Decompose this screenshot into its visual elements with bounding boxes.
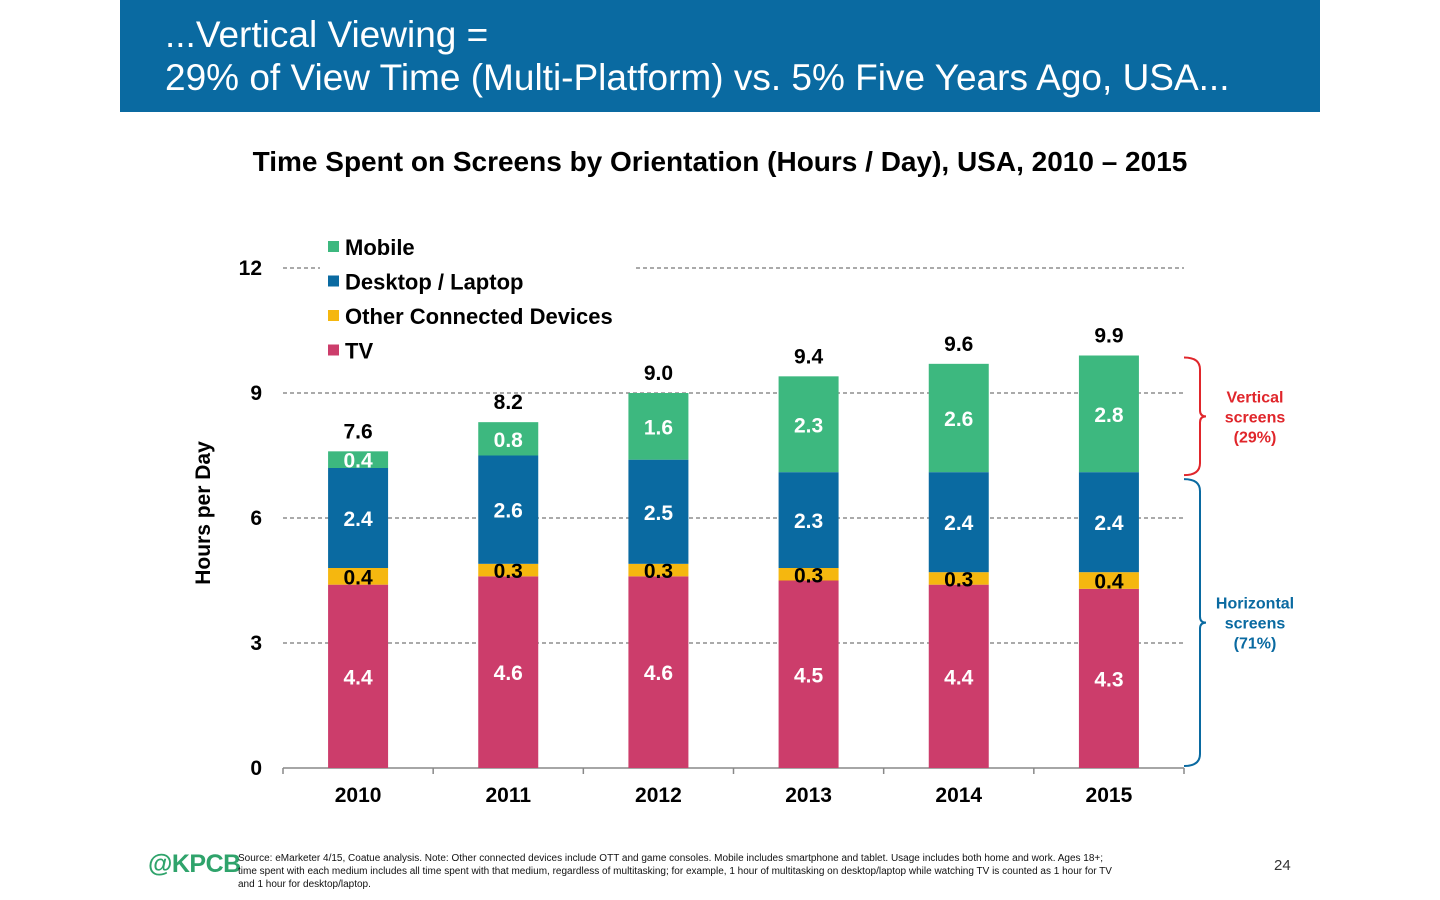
y-tick-label: 0: [250, 757, 262, 780]
stacked-bar-chart: 0 3 6 9 12 Hours per Day 4.4 0.4 2.4 0.4 7.6 2010 4.…: [192, 235, 1294, 807]
y-axis-label: Hours per Day: [192, 441, 215, 585]
x-tick-label: 2011: [485, 784, 531, 807]
y-tick-label: 9: [250, 382, 262, 405]
data-label: 0.4: [343, 450, 373, 473]
x-tick-label: 2014: [935, 784, 982, 807]
data-label: 0.8: [494, 429, 524, 452]
y-tick-label: 12: [239, 257, 262, 280]
bar-segment: [778, 580, 839, 768]
data-label: 2.6: [494, 500, 523, 523]
data-label: 0.3: [794, 564, 823, 587]
bar-segment: [628, 393, 689, 460]
source-note: Source: eMarketer 4/15, Coatue analysis.…: [238, 852, 1268, 891]
source-line: Source: eMarketer 4/15, Coatue analysis.…: [238, 853, 1104, 864]
legend-swatch: [328, 344, 339, 356]
bar-segment: [328, 568, 389, 585]
data-label: 2.4: [343, 508, 373, 531]
total-label: 7.6: [343, 420, 372, 443]
data-label: 2.5: [644, 502, 674, 525]
total-label: 9.0: [644, 362, 673, 385]
total-label: 8.2: [494, 391, 523, 414]
page-number: 24: [1274, 857, 1291, 874]
bar-segment: [478, 455, 539, 564]
bar-segment: [928, 584, 989, 768]
bar-segment: [328, 468, 389, 568]
source-line: and 1 hour for desktop/laptop.: [238, 879, 371, 890]
bar-segment: [1078, 588, 1139, 768]
data-label: 0.4: [1094, 571, 1124, 594]
kpcb-logo: @KPCB: [148, 850, 241, 878]
bar-segment: [928, 572, 989, 585]
bar-segment: [1078, 572, 1139, 589]
data-label: 4.3: [1094, 668, 1123, 691]
bar-segment: [328, 451, 389, 468]
data-label: 2.4: [1094, 512, 1124, 535]
data-label: 4.4: [944, 666, 974, 689]
data-label: 0.3: [494, 560, 523, 583]
y-tick-label: 3: [250, 632, 262, 655]
total-label: 9.9: [1094, 325, 1123, 348]
bar-segment: [628, 563, 689, 577]
data-label: 2.3: [794, 510, 823, 533]
annotation-text: Vertical: [1227, 389, 1284, 406]
brace: [1183, 356, 1207, 477]
data-label: 2.3: [794, 414, 823, 437]
data-label: 4.4: [343, 666, 373, 689]
header-line-2: 29% of View Time (Multi-Platform) vs. 5%…: [165, 57, 1230, 98]
data-label: 1.6: [644, 416, 673, 439]
legend-label: Desktop / Laptop: [345, 270, 523, 295]
bar-segment: [928, 472, 989, 573]
legend-swatch: [328, 310, 339, 321]
data-label: 2.4: [944, 512, 974, 535]
bar-segment: [478, 563, 539, 577]
data-label: 0.3: [944, 568, 973, 591]
data-label: 4.6: [494, 662, 523, 685]
source-line: time spent with each medium includes all…: [238, 866, 1112, 877]
chart-title: Time Spent on Screens by Orientation (Ho…: [252, 146, 1188, 177]
x-tick-label: 2015: [1086, 784, 1133, 807]
annotation-text: screens: [1225, 616, 1286, 633]
legend-swatch: [328, 275, 339, 287]
x-tick-label: 2010: [335, 784, 382, 807]
header-line-1: ...Vertical Viewing =: [165, 14, 489, 55]
bar-segment: [778, 568, 839, 581]
bar-segment: [328, 584, 389, 768]
bar-segment: [778, 472, 839, 568]
y-tick-label: 6: [250, 507, 262, 530]
x-tick-label: 2012: [635, 784, 682, 807]
total-label: 9.6: [944, 333, 973, 356]
bar-segment: [628, 576, 689, 768]
legend-label: Other Connected Devices: [345, 304, 613, 329]
data-label: 0.4: [343, 566, 373, 589]
data-label: 2.8: [1094, 404, 1124, 427]
x-tick-label: 2013: [785, 784, 832, 807]
data-label: 0.3: [644, 560, 673, 583]
annotation-text: (29%): [1234, 429, 1277, 446]
bar-segment: [478, 422, 539, 456]
bar-segment: [1078, 355, 1139, 473]
legend-label: TV: [345, 339, 373, 364]
data-label: 4.5: [794, 664, 824, 687]
bar-segment: [628, 459, 689, 564]
annotation-text: Horizontal: [1216, 596, 1294, 613]
bar-segment: [778, 376, 839, 473]
brace: [1183, 478, 1207, 767]
data-label: 4.6: [644, 662, 673, 685]
annotation-text: screens: [1225, 409, 1286, 426]
bar-segment: [928, 363, 989, 473]
annotation-text: (71%): [1234, 636, 1277, 653]
total-label: 9.4: [794, 345, 824, 368]
data-label: 2.6: [944, 408, 973, 431]
bar-segment: [1078, 472, 1139, 573]
header-banner: ...Vertical Viewing = 29% of View Time (…: [120, 0, 1320, 112]
bar-segment: [478, 576, 539, 768]
legend-swatch: [328, 241, 339, 252]
legend-label: Mobile: [345, 235, 415, 260]
